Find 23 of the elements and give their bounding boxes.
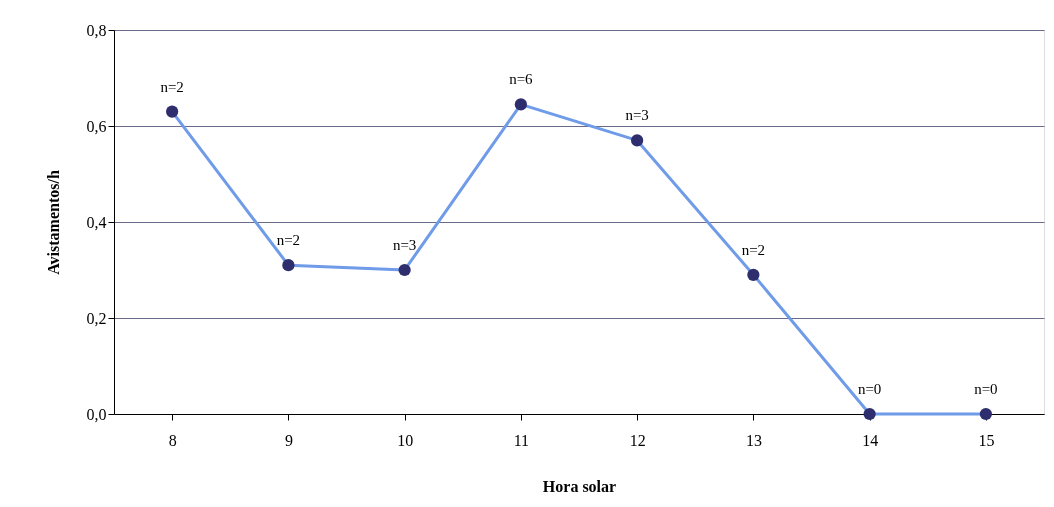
x-axis-title: Hora solar [542,477,617,495]
x-tick-label: 11 [513,431,530,449]
annotation: n=6 [509,71,534,88]
y-tick-label: 0,2 [86,309,107,327]
y-tick-label: 0,4 [86,213,107,231]
annotation: n=2 [276,232,301,249]
x-tick-label: 10 [397,431,414,449]
annotation: n=0 [857,381,882,397]
y-tick-label: 0,0 [86,405,107,423]
y-axis-title: Avistamentos/h [44,170,62,275]
annotation: n=2 [160,78,184,95]
annotation: n=3 [625,107,649,124]
y-tick-label: 0,8 [86,21,107,39]
y-tick-label: 0,6 [86,117,107,135]
x-tick-label: 15 [978,431,995,449]
x-tick-label: 12 [629,431,646,449]
annotation: n=0 [974,381,998,397]
annotation: n=2 [741,241,766,258]
x-tick-label: 8 [168,431,177,449]
x-tick-label: 13 [745,431,762,449]
x-tick-label: 14 [862,431,879,449]
x-tick-label: 9 [284,431,293,449]
annotation: n=3 [392,237,417,253]
